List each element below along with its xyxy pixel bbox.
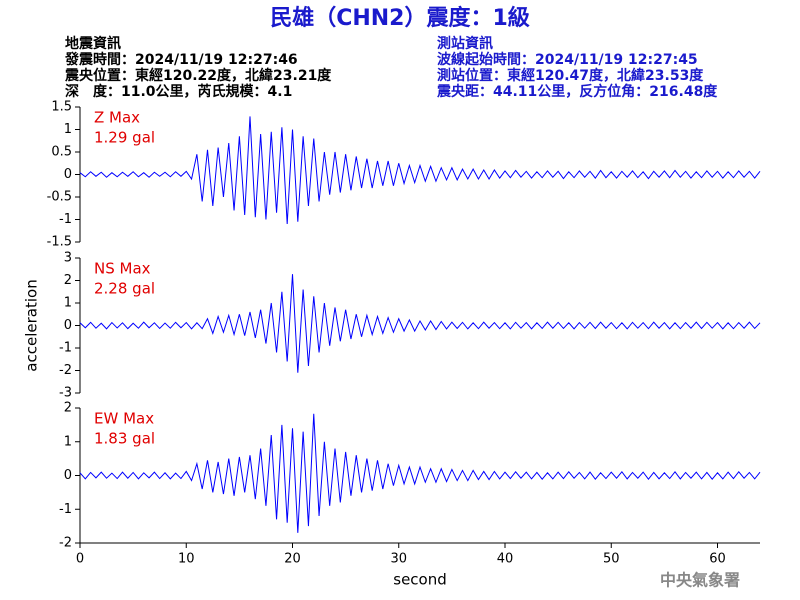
x-tick-label: 30 (390, 552, 407, 567)
y-tick-label: -0.5 (47, 190, 72, 205)
y-tick-label: 2 (64, 401, 72, 416)
info-line: 地震資訊 (65, 35, 121, 52)
y-tick-label: -1 (59, 502, 72, 517)
max-annotation: 1.83 gal (94, 430, 155, 448)
x-tick-label: 0 (76, 552, 84, 567)
y-tick-label: 2 (64, 273, 72, 288)
max-annotation: EW Max (94, 410, 154, 428)
info-line: 震央位置：東經120.22度，北緯23.21度 (64, 67, 332, 84)
x-tick-label: 10 (178, 552, 195, 567)
info-line: 測站資訊 (437, 35, 493, 52)
y-axis-label: acceleration (23, 279, 41, 371)
info-line: 震央距：44.11公里，反方位角：216.48度 (436, 83, 718, 100)
y-tick-label: 1 (64, 434, 72, 449)
x-axis-label: second (393, 571, 447, 589)
max-annotation: 2.28 gal (94, 280, 155, 298)
y-tick-label: -2 (59, 536, 72, 551)
x-tick-label: 40 (497, 552, 514, 567)
y-tick-label: -2 (59, 363, 72, 378)
info-line: 深 度：11.0公里，芮氏規模：4.1 (65, 83, 292, 100)
y-tick-label: -1 (59, 212, 72, 227)
info-line: 發震時間：2024/11/19 12:27:46 (64, 51, 298, 68)
chart-title: 民雄（CHN2）震度：1級 (270, 5, 530, 31)
y-tick-label: 1.5 (51, 100, 72, 115)
max-annotation: NS Max (94, 260, 151, 278)
y-tick-label: 0 (64, 167, 72, 182)
y-tick-label: -1 (59, 341, 72, 356)
x-tick-label: 20 (284, 552, 301, 567)
max-annotation: 1.29 gal (94, 129, 155, 147)
waveform (79, 116, 761, 225)
x-tick-label: 60 (709, 552, 726, 567)
y-tick-label: -1.5 (47, 235, 72, 250)
y-tick-label: 0 (64, 468, 72, 483)
info-line: 波線起始時間：2024/11/19 12:27:45 (437, 51, 698, 68)
waveform (79, 274, 761, 373)
y-tick-label: 1 (64, 122, 72, 137)
x-tick-label: 50 (603, 552, 620, 567)
y-tick-label: 1 (64, 296, 72, 311)
watermark: 中央氣象署 (660, 571, 740, 590)
info-line: 測站位置：東經120.47度，北緯23.53度 (437, 67, 704, 84)
y-tick-label: 0 (64, 318, 72, 333)
waveform (79, 413, 761, 533)
y-tick-label: 3 (64, 251, 72, 266)
max-annotation: Z Max (94, 109, 140, 127)
y-tick-label: -3 (59, 386, 72, 401)
y-tick-label: 0.5 (51, 145, 72, 160)
